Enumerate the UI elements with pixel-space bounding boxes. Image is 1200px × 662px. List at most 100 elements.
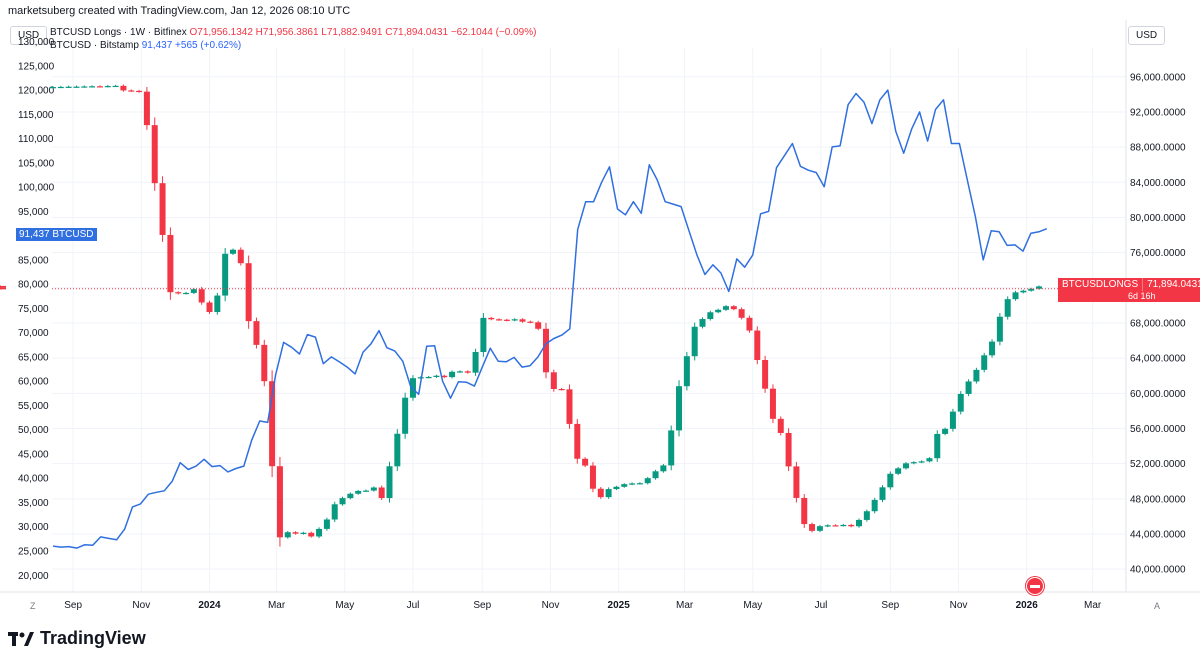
candle [81,86,88,88]
candle [644,478,651,484]
candle [355,490,362,494]
candle [722,306,729,310]
candle [895,468,902,474]
candle [558,389,565,391]
candle [589,465,596,489]
candle [996,316,1003,342]
tradingview-logo-icon [8,631,34,646]
candle [57,86,64,89]
candle [605,489,612,498]
candle [104,86,111,88]
candle [112,85,119,88]
left-axis-tick-label: 20,000 [18,571,49,582]
legend-series-longs[interactable]: BTCUSD Longs · 1W · Bitfinex O71,956.134… [50,27,536,38]
x-axis-tick-label: Mar [676,600,694,611]
candle [668,430,675,466]
candle [0,288,6,290]
candle [785,432,792,467]
x-axis-tick-label: 2025 [608,600,631,611]
candle [715,309,722,313]
right-axis-tick-label: 92,000.0000 [1130,107,1186,118]
zoom-corner-icon[interactable]: Z [30,601,36,611]
candle [832,525,839,527]
candle [840,524,847,527]
candle [0,287,6,289]
candle [96,86,103,88]
candle [488,317,495,320]
candle [143,91,150,126]
tradingview-brand-name: TradingView [40,628,146,648]
candle [566,389,573,424]
candle [582,458,589,466]
candle [1036,286,1042,289]
candle [543,328,549,373]
candle [863,511,870,520]
candle [965,381,972,394]
candle [120,85,127,91]
candle [480,317,487,352]
legend-longs-ohlc: O71,956.1342 H71,956.3861 L71,882.9491 C… [189,27,537,38]
candle [519,319,526,322]
candle [934,433,941,459]
tradingview-branding: TradingView [8,628,146,649]
candle [183,292,190,295]
x-axis-tick-label: Sep [881,600,899,611]
candle [856,519,863,527]
chart-attribution: marketsuberg created with TradingView.co… [8,5,351,17]
candle [887,473,894,488]
candle [308,532,315,537]
right-currency-button[interactable]: USD [1128,26,1166,45]
candle [284,532,291,538]
candle [746,317,753,331]
candle [323,519,330,529]
auto-scale-icon[interactable]: A [1154,601,1161,611]
candle [206,302,213,312]
left-currency-button[interactable]: USD [10,26,48,45]
candle [949,411,956,429]
right-axis-tick-label: 52,000.0000 [1130,459,1186,470]
candle [386,466,393,499]
candle [190,289,197,293]
x-axis-tick-label: Mar [268,600,286,611]
btcusd-price-value: 91,437 [19,229,50,240]
candle [902,463,909,469]
candle [370,487,377,491]
longs-symbol-label: BTCUSDLONGS [1058,278,1144,291]
candle [409,378,416,398]
right-axis-tick-label: 80,000.0000 [1130,213,1186,224]
candle [50,87,56,89]
candle [848,524,855,527]
longs-price-badge: BTCUSDLONGS 71,894.0431 6d 16h [1058,278,1200,302]
candle [942,428,949,434]
us-flag-icon[interactable] [1026,577,1044,595]
candle [676,386,683,431]
candle [214,295,221,312]
left-axis-tick-label: 130,000 [18,37,55,48]
candle [261,344,268,382]
left-axis-tick-label: 50,000 [18,425,49,436]
candle [926,458,933,462]
candle [331,504,338,520]
btcusd-price-symbol: BTCUSD [52,229,94,240]
candle [660,465,667,472]
candle [198,289,205,303]
left-axis-tick-label: 35,000 [18,498,49,509]
candle [222,253,229,296]
candle [691,326,698,357]
candle [159,183,166,235]
candle [300,532,307,534]
x-axis-tick-label: Jul [407,600,420,611]
legend-series-btcusd[interactable]: BTCUSD · Bitstamp 91,437 +565 (+0.62%) [50,40,241,51]
candle [65,86,72,88]
candle [777,418,784,433]
candle [730,306,737,310]
candle [394,433,401,467]
candle [347,493,354,499]
right-axis-tick-label: 48,000.0000 [1130,494,1186,505]
candle [597,488,604,498]
candle [339,498,346,505]
left-axis-tick-label: 25,000 [18,547,49,558]
right-axis-tick-label: 44,000.0000 [1130,530,1186,541]
candle [0,285,6,288]
